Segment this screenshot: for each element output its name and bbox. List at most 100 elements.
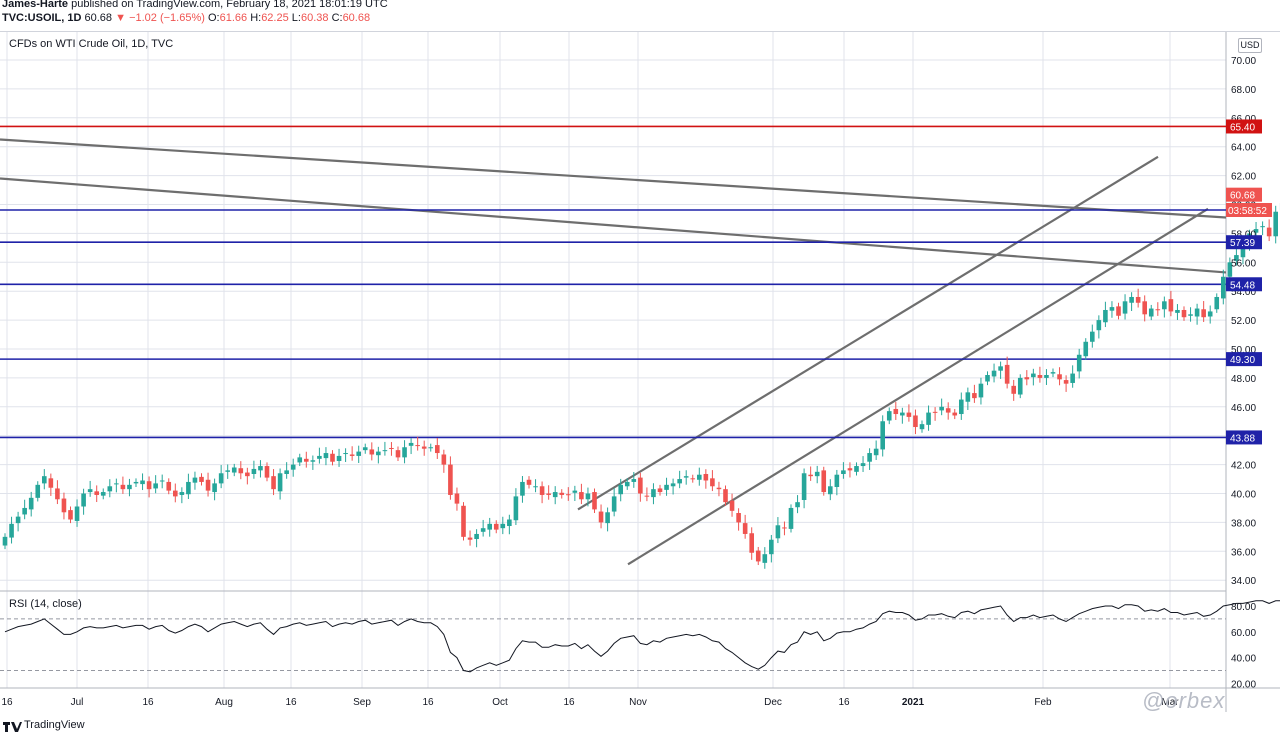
time-tick-label: Feb (1034, 697, 1052, 708)
candle-body (978, 383, 984, 398)
candle-body (382, 450, 388, 452)
candle-body (710, 478, 715, 487)
candle-body (9, 523, 14, 538)
candle-body (22, 507, 27, 515)
candle-body (467, 537, 473, 540)
time-axis[interactable]: 16 Jul 16 Aug 16 Sep 16 Oct 16 Nov Dec 16 2021 Feb Mar (1, 697, 1179, 708)
candle-body (107, 486, 113, 492)
candle-body (42, 476, 47, 484)
candle-body (428, 447, 434, 449)
candle-body (343, 453, 348, 455)
low-value: 60.38 (300, 12, 329, 24)
candle-body (284, 470, 289, 474)
candle-body (1037, 375, 1043, 378)
grid (0, 31, 1280, 712)
candle-body (723, 489, 728, 503)
candle-body (939, 406, 944, 411)
countdown-badge (1226, 203, 1272, 217)
candle-body (847, 468, 853, 471)
candle-body (127, 484, 132, 490)
candle-body (1024, 377, 1030, 380)
currency-badge[interactable]: USD (1238, 38, 1262, 53)
candle-body (624, 481, 630, 487)
price-change: −1.02 (−1.65%) (129, 12, 205, 24)
candle-body (461, 505, 466, 537)
level-badge-label: 54.48 (1230, 280, 1255, 291)
price-tick-label: 62.00 (1231, 172, 1256, 183)
candle-body (336, 455, 342, 461)
candle-body (965, 392, 971, 402)
candle-body (480, 528, 486, 532)
candle-body (1109, 307, 1115, 311)
level-badge (1226, 352, 1262, 367)
candle-body (716, 487, 722, 490)
trendline-lower-descending (0, 177, 1227, 274)
time-tick-label: 16 (142, 697, 154, 708)
trendline-upper-descending (0, 138, 1227, 219)
candle-body (821, 470, 827, 493)
candle-body (677, 479, 682, 484)
price-tick-label: 50.00 (1231, 345, 1256, 356)
candle-body (572, 490, 578, 493)
level-badge (1226, 277, 1262, 292)
candle-body (749, 533, 754, 553)
trendlines (0, 138, 1227, 566)
candle-body (579, 492, 584, 500)
candle-body (323, 453, 329, 459)
candle-body (814, 471, 820, 477)
candle-body (1253, 229, 1259, 233)
price-axis[interactable]: 70.00 68.00 66.00 64.00 62.00 60.00 58.00 56.00… (1226, 56, 1272, 690)
symbol-label: TVC:USOIL, 1D (2, 12, 82, 24)
time-tick-label: Mar (1161, 697, 1179, 708)
time-tick-label: Dec (764, 697, 782, 708)
candle-body (173, 490, 178, 497)
candle-body (670, 483, 676, 487)
candle-body (205, 479, 211, 491)
candle-body (1129, 296, 1134, 303)
price-tick-label: 42.00 (1231, 461, 1256, 472)
candle-body (1227, 262, 1233, 277)
candle-body (513, 496, 519, 521)
candle-body (1057, 374, 1062, 380)
author-name[interactable]: James-Harte (2, 0, 69, 10)
rsi-line (4, 600, 1280, 673)
candle-body (395, 450, 401, 458)
candle-body (592, 492, 597, 510)
candle-body (1181, 309, 1187, 318)
candle-body (310, 460, 316, 462)
candle-body (1188, 314, 1193, 316)
candle-body (886, 411, 892, 421)
level-badge (1226, 235, 1262, 250)
candle-body (742, 523, 748, 534)
rsi-tick-label: 40.00 (1231, 654, 1256, 665)
candle-body (631, 479, 637, 482)
candle-body (159, 480, 165, 482)
candle-body (1096, 320, 1102, 331)
tradingview-brand[interactable]: TradingView (24, 719, 85, 731)
candle-body (389, 447, 394, 449)
candle-body (1103, 309, 1108, 323)
candle-body (290, 464, 296, 470)
candle-body (1031, 373, 1036, 378)
candle-body (304, 458, 309, 462)
close-label: C: (331, 12, 343, 24)
candle-body (906, 412, 912, 417)
candle-body (644, 495, 650, 497)
candle-body (140, 480, 145, 485)
candle-body (317, 455, 322, 459)
candle-body (1221, 276, 1226, 299)
candle-body (271, 476, 276, 490)
candle-body (133, 481, 139, 484)
close-value: 60.68 (342, 12, 371, 24)
candle-body (1162, 301, 1167, 310)
price-tick-label: 64.00 (1231, 143, 1256, 154)
tradingview-logo-icon[interactable] (2, 719, 22, 733)
candle-body (873, 448, 879, 456)
publish-header: James-Harte published on TradingView.com… (0, 0, 1280, 30)
candle-body (100, 492, 106, 496)
horizontal-levels (0, 125, 1226, 439)
level-badge-label: 43.88 (1230, 433, 1255, 444)
candle-body (585, 493, 591, 500)
candle-body (926, 412, 931, 425)
